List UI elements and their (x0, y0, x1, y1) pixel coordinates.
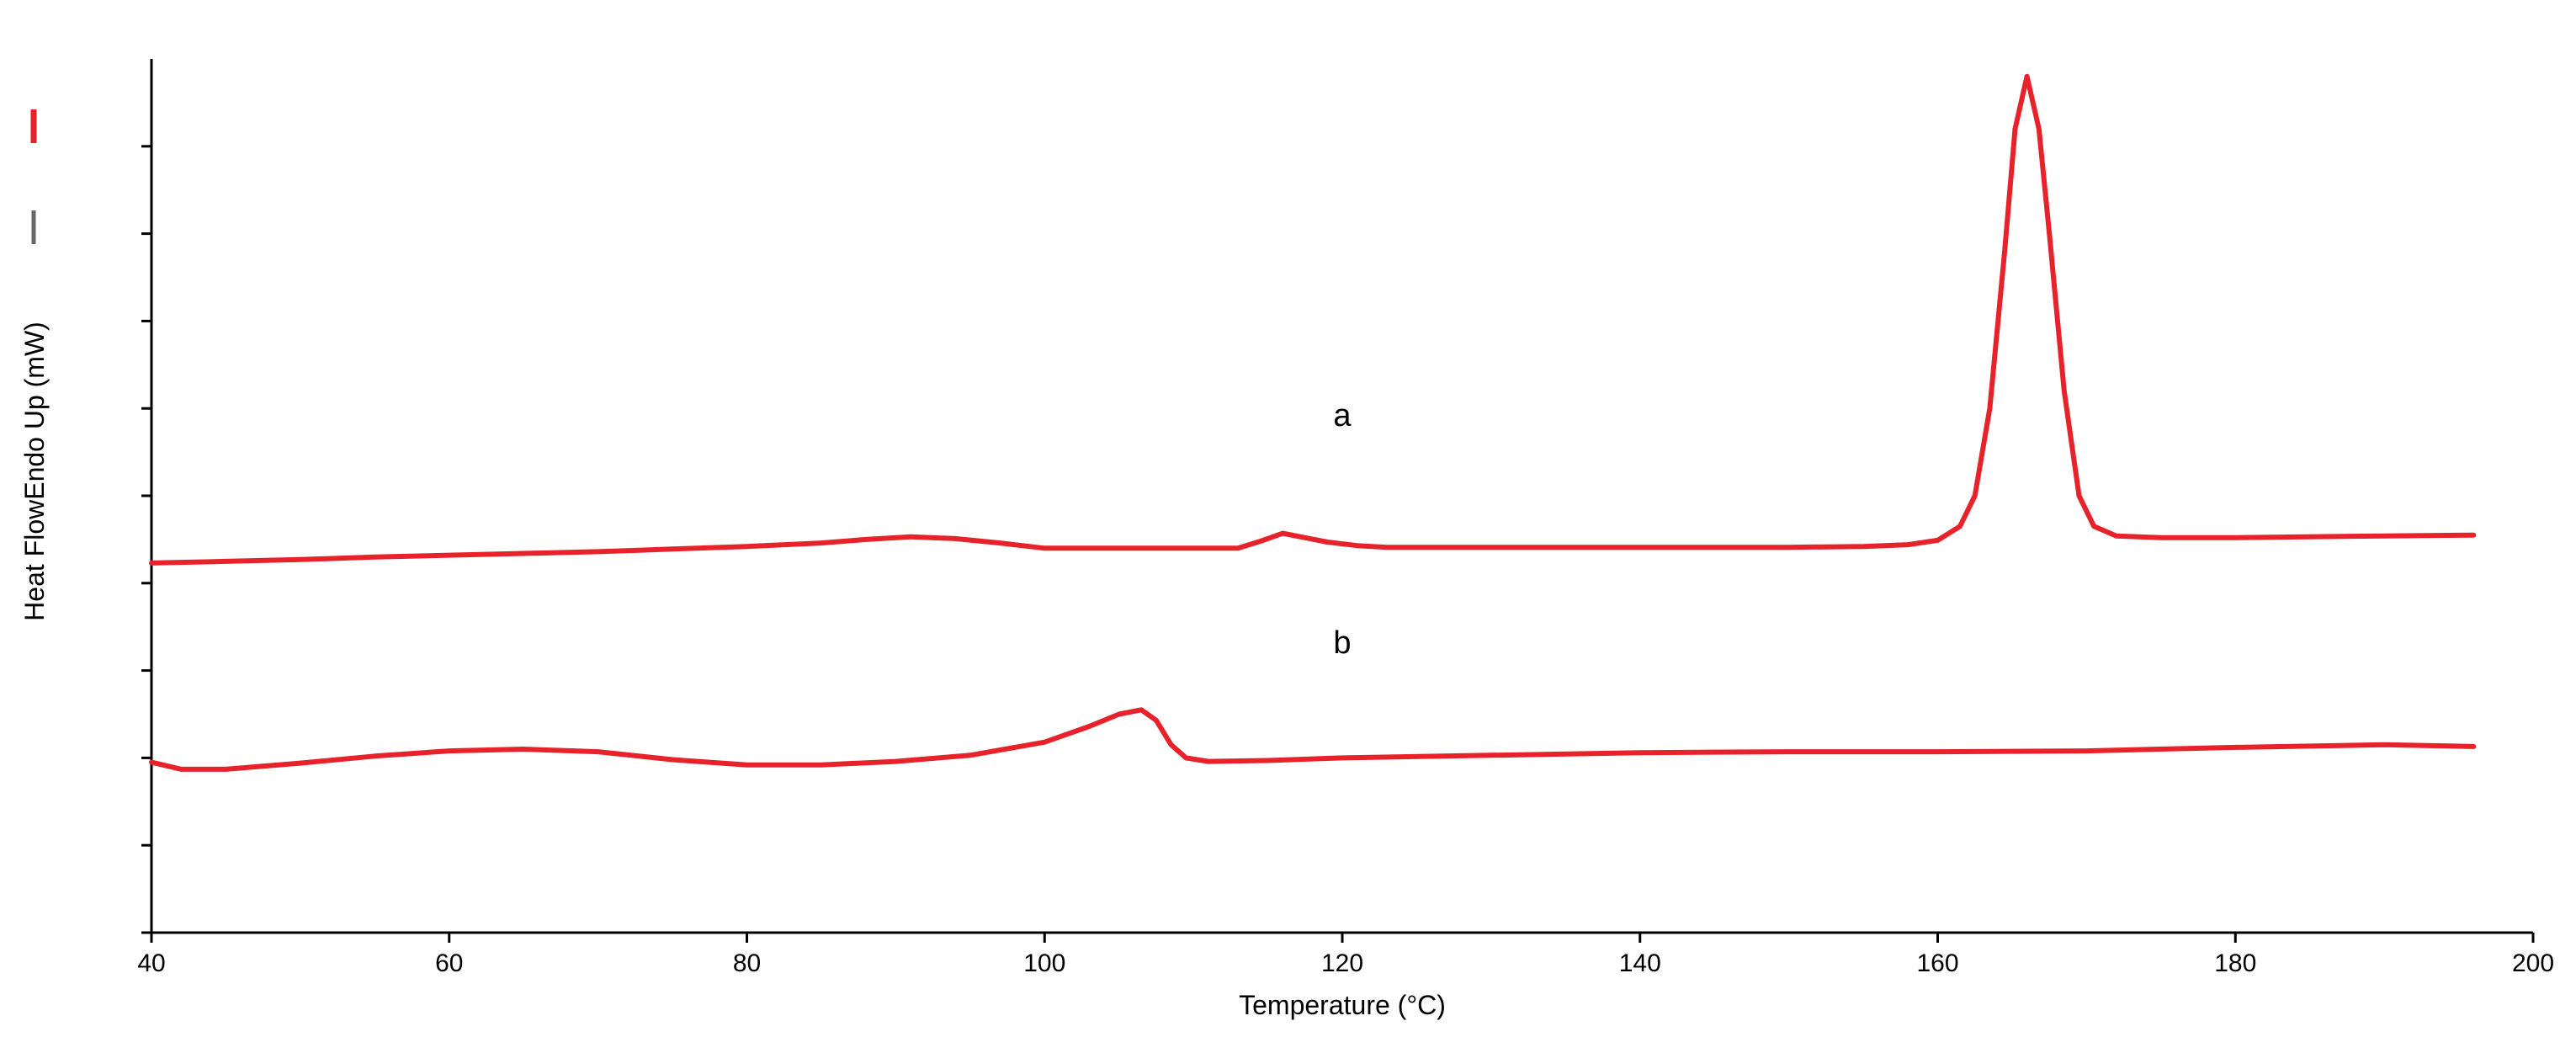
curve-label-a: a (1333, 398, 1352, 433)
x-tick-label-80: 80 (733, 949, 761, 977)
x-axis-title: Temperature (°C) (1239, 990, 1446, 1020)
series-line-b (149, 707, 2477, 772)
series-line-a (149, 73, 2477, 566)
x-tick-label-40: 40 (137, 949, 165, 977)
x-tick-label-60: 60 (435, 949, 463, 977)
x-tick-label-180: 180 (2214, 949, 2256, 977)
x-tick-label-120: 120 (1321, 949, 1363, 977)
y-axis-title: Heat FlowEndo Up (mW) (19, 322, 50, 621)
x-axis: 40 60 80 100 120 140 160 180 200 (137, 931, 2554, 977)
x-tick-label-160: 160 (1916, 949, 1958, 977)
x-tick-label-100: 100 (1023, 949, 1065, 977)
x-tick-label-200: 200 (2512, 949, 2554, 977)
curve-labels: ab (1333, 398, 1352, 661)
x-tick-label-140: 140 (1619, 949, 1661, 977)
y-axis (141, 59, 153, 934)
curve-label-b: b (1333, 625, 1351, 661)
series-group (149, 73, 2477, 772)
